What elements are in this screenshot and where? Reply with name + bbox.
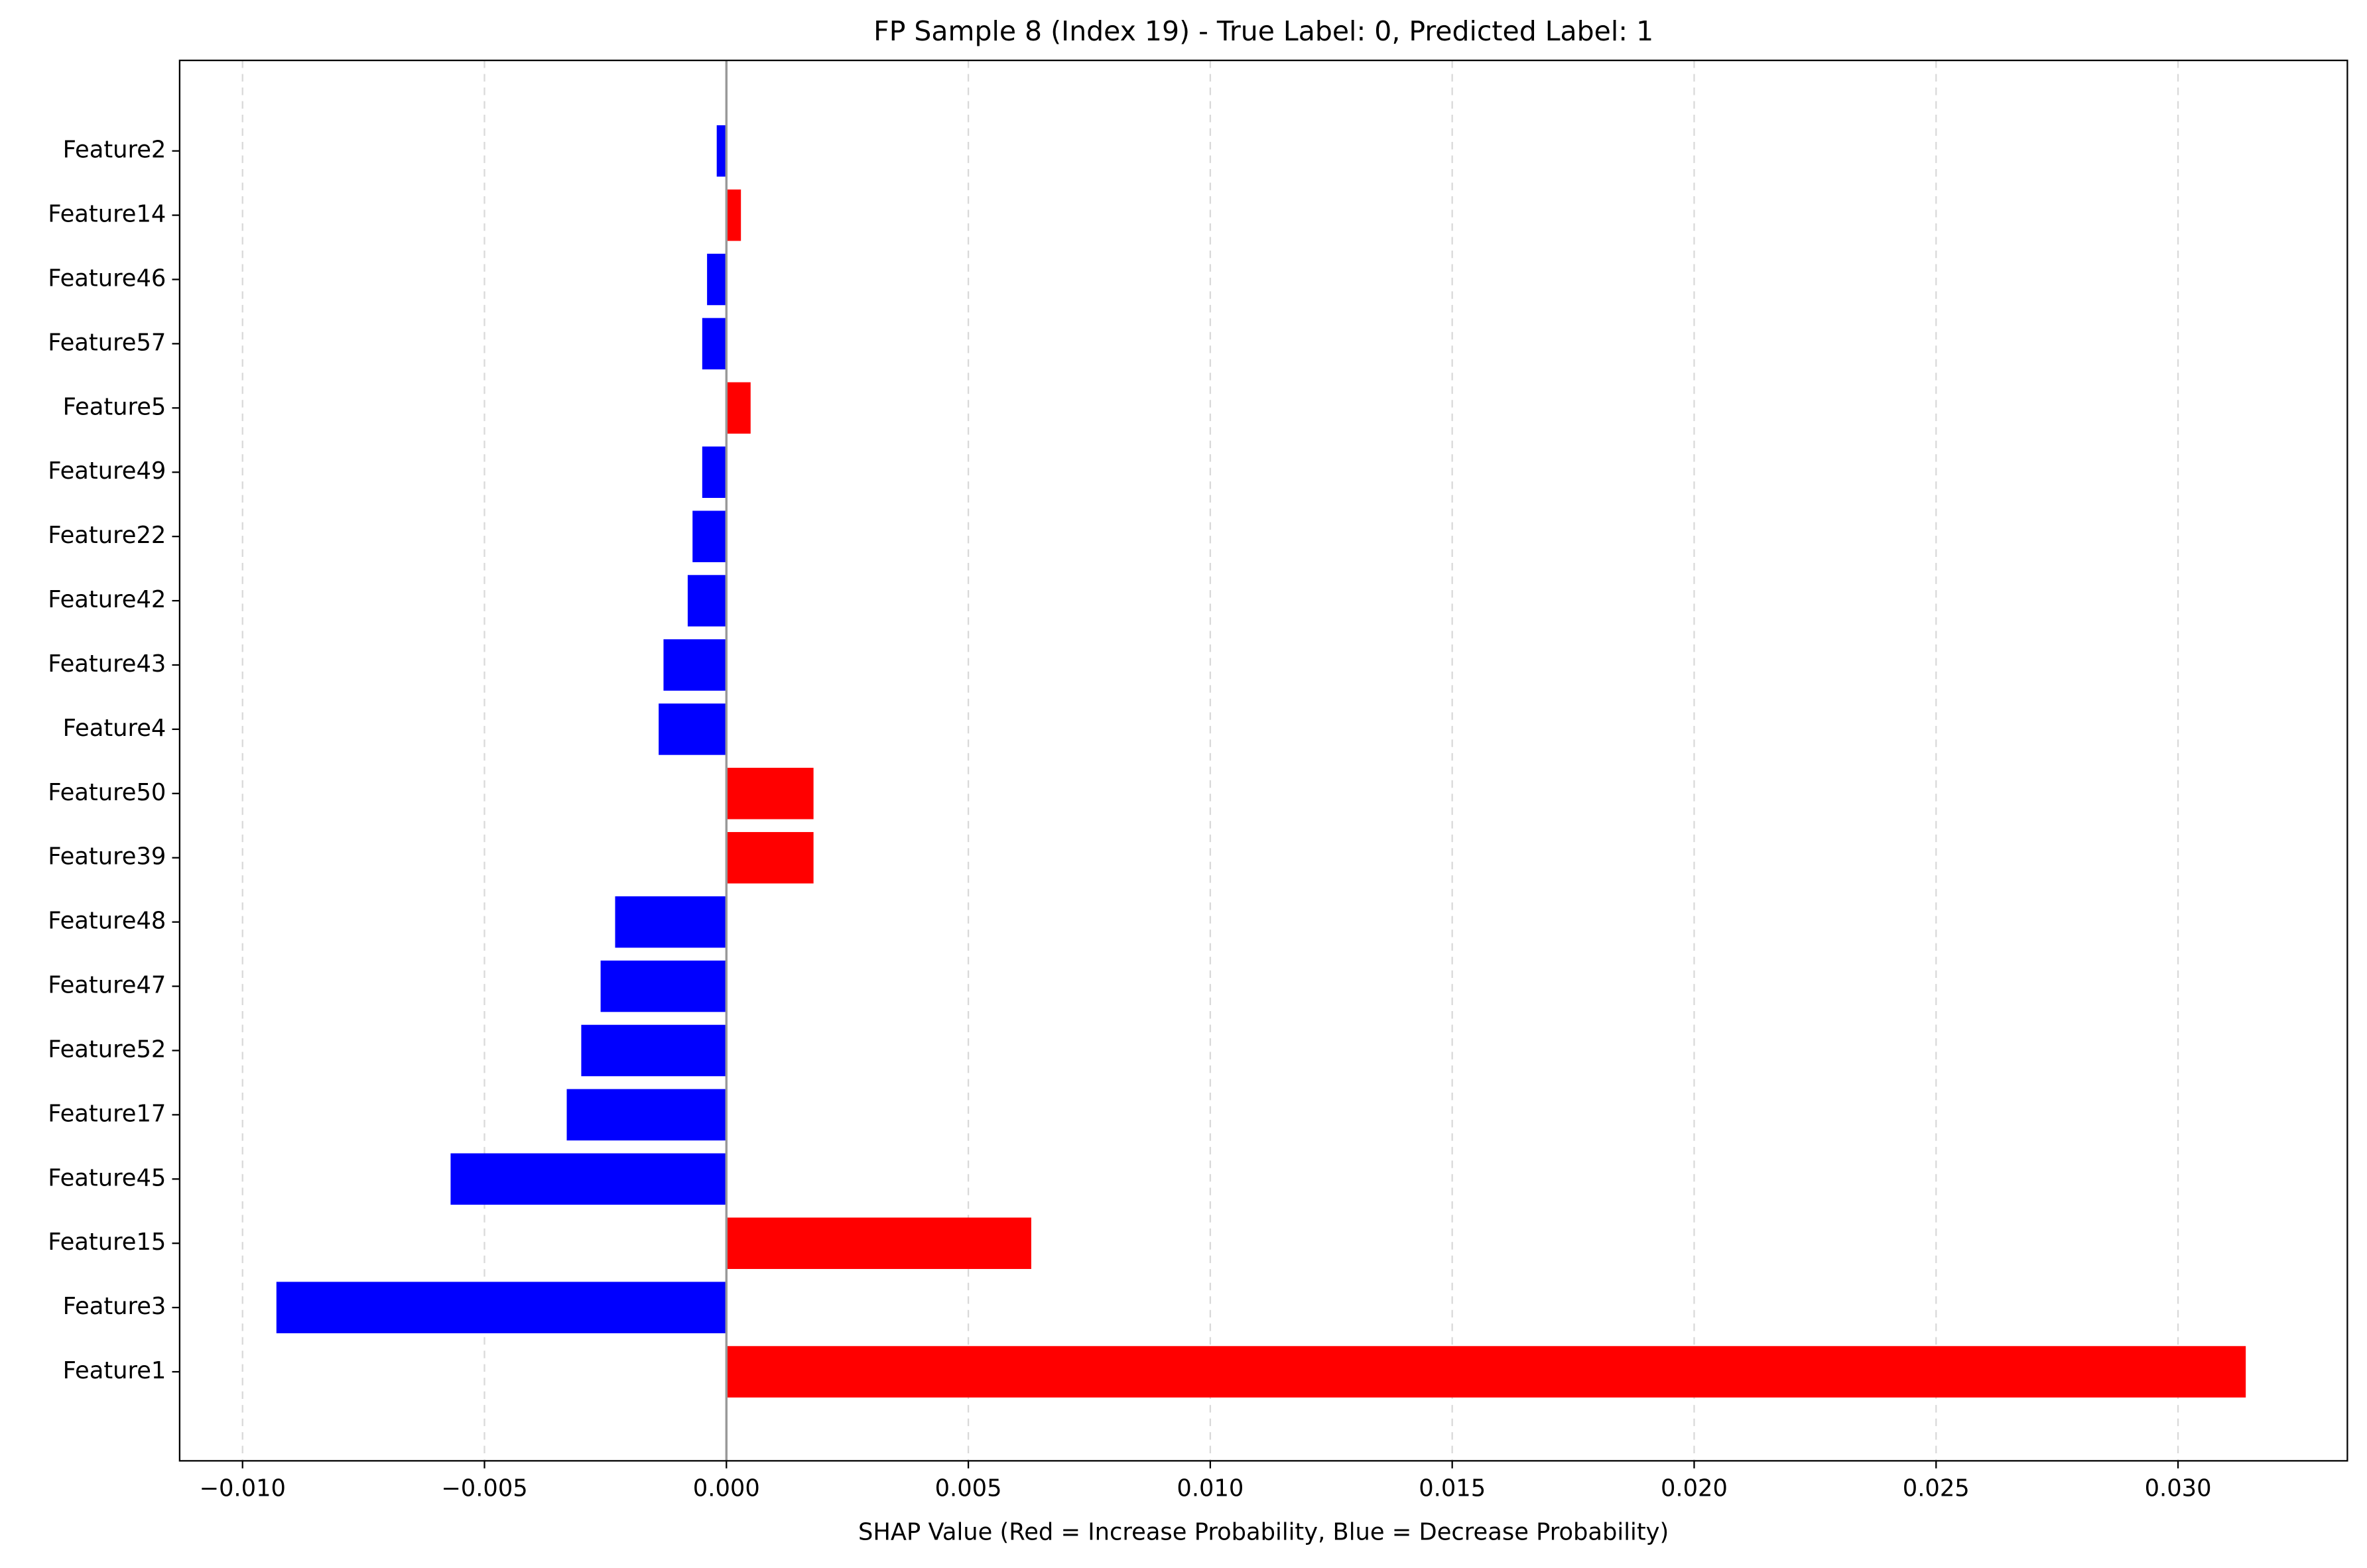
bar bbox=[615, 896, 727, 948]
bar bbox=[659, 703, 727, 755]
x-axis-label: SHAP Value (Red = Increase Probability, … bbox=[858, 1519, 1669, 1546]
bar bbox=[663, 639, 727, 691]
y-tick-label: Feature39 bbox=[48, 843, 166, 871]
y-tick-label: Feature57 bbox=[48, 329, 166, 356]
x-tick-label: −0.005 bbox=[441, 1475, 528, 1502]
y-tick-label: Feature4 bbox=[63, 715, 166, 742]
y-tick-label: Feature3 bbox=[63, 1293, 166, 1320]
y-tick-label: Feature52 bbox=[48, 1036, 166, 1063]
x-tick-label: 0.000 bbox=[693, 1475, 760, 1502]
bar bbox=[716, 125, 727, 177]
y-tick-label: Feature5 bbox=[63, 393, 166, 420]
x-tick-label: 0.025 bbox=[1903, 1475, 1970, 1502]
y-tick-label: Feature45 bbox=[48, 1164, 166, 1191]
x-tick-label: 0.005 bbox=[935, 1475, 1002, 1502]
x-tick-label: −0.010 bbox=[199, 1475, 286, 1502]
bar bbox=[600, 960, 727, 1012]
bar bbox=[726, 1346, 2246, 1398]
y-tick-label: Feature2 bbox=[63, 137, 166, 164]
bar bbox=[707, 253, 727, 306]
bar bbox=[726, 382, 751, 434]
bar bbox=[726, 831, 814, 884]
bar bbox=[692, 511, 727, 562]
x-tick-label: 0.020 bbox=[1661, 1475, 1728, 1502]
bar bbox=[702, 318, 727, 370]
x-tick-label: 0.015 bbox=[1419, 1475, 1486, 1502]
axes-frame bbox=[178, 59, 2348, 1462]
y-tick-label: Feature14 bbox=[48, 201, 166, 228]
y-tick-label: Feature43 bbox=[48, 650, 166, 678]
bar bbox=[450, 1153, 727, 1205]
chart-title: FP Sample 8 (Index 19) - True Label: 0, … bbox=[873, 15, 1653, 47]
y-tick-label: Feature42 bbox=[48, 586, 166, 613]
y-tick-label: Feature15 bbox=[48, 1229, 166, 1256]
x-tick-label: 0.030 bbox=[2145, 1475, 2212, 1502]
bar bbox=[726, 768, 814, 819]
y-tick-label: Feature50 bbox=[48, 779, 166, 806]
bar bbox=[726, 189, 741, 241]
bar bbox=[702, 446, 727, 499]
bar bbox=[687, 575, 727, 627]
y-tick-label: Feature49 bbox=[48, 457, 166, 485]
bar bbox=[566, 1089, 727, 1141]
y-tick-label: Feature48 bbox=[48, 908, 166, 935]
bar bbox=[581, 1024, 727, 1077]
bar bbox=[726, 1217, 1031, 1269]
x-tick-label: 0.010 bbox=[1177, 1475, 1244, 1502]
y-tick-label: Feature46 bbox=[48, 265, 166, 292]
y-tick-label: Feature17 bbox=[48, 1100, 166, 1127]
y-tick-label: Feature1 bbox=[63, 1357, 166, 1384]
y-tick-label: Feature22 bbox=[48, 522, 166, 549]
bar bbox=[276, 1282, 727, 1333]
y-tick-label: Feature47 bbox=[48, 972, 166, 999]
